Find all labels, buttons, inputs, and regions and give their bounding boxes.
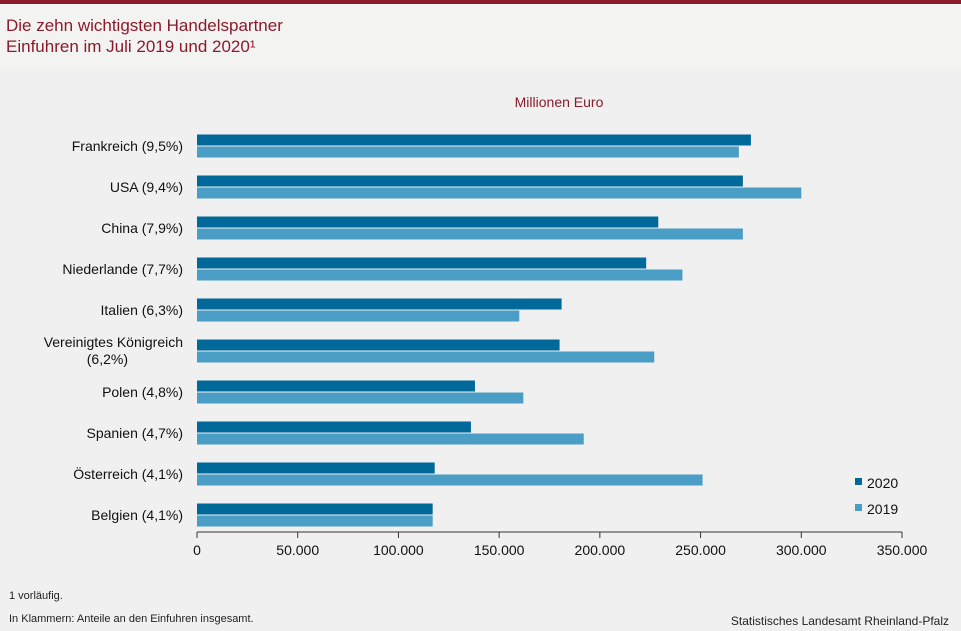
bar-2019-5: [197, 351, 655, 363]
bar-2020-0: [197, 134, 751, 146]
bar-2020-9: [197, 503, 433, 515]
x-tick-label-2: 100.000: [373, 542, 424, 558]
x-tick-label-7: 350.000: [877, 542, 928, 558]
category-label-7: Spanien (4,7%): [86, 425, 183, 441]
bar-2019-1: [197, 187, 802, 199]
x-tick-label-1: 50.000: [276, 542, 319, 558]
unit-label: Millionen Euro: [515, 94, 604, 110]
bar-2019-2: [197, 228, 743, 240]
bar-2020-7: [197, 421, 471, 433]
bar-2019-3: [197, 269, 683, 281]
x-tick-label-3: 150.000: [474, 542, 525, 558]
bar-2019-7: [197, 433, 584, 445]
legend-swatch-2020: [855, 478, 862, 485]
chart-subtitle: Einfuhren im Juli 2019 und 2020¹: [6, 37, 256, 56]
legend-label-2019: 2019: [867, 501, 898, 517]
category-label-2: China (7,9%): [101, 220, 183, 236]
footnote-shares: In Klammern: Anteile an den Einfuhren in…: [9, 613, 254, 625]
bar-2020-8: [197, 462, 435, 474]
bar-2019-4: [197, 310, 520, 322]
category-label-6: Polen (4,8%): [102, 384, 183, 400]
bar-2020-5: [197, 339, 560, 351]
legend-swatch-2019: [855, 504, 862, 511]
bar-chart: Millionen Euro Frankreich (9,5%) USA (9,4%…: [44, 94, 928, 558]
bar-2019-6: [197, 392, 524, 404]
x-tick-label-4: 200.000: [575, 542, 626, 558]
bar-2020-6: [197, 380, 475, 392]
bar-2019-0: [197, 146, 739, 158]
source-label: Statistisches Landesamt Rheinland-Pfalz: [730, 614, 949, 628]
x-tick-label-0: 0: [193, 542, 201, 558]
category-label-1: USA (9,4%): [110, 179, 183, 195]
chart-title: Die zehn wichtigsten Handelspartner: [6, 16, 283, 35]
legend-label-2020: 2020: [867, 475, 898, 491]
bar-2019-9: [197, 515, 433, 527]
bar-2019-8: [197, 474, 703, 486]
x-tick-label-5: 250.000: [675, 542, 726, 558]
category-label-9: Belgien (4,1%): [91, 507, 183, 523]
chart-header: Die zehn wichtigsten Handelspartner Einf…: [0, 4, 961, 70]
top-accent-bar: [0, 0, 961, 4]
category-label-0: Frankreich (9,5%): [72, 138, 183, 154]
category-label-8: Österreich (4,1%): [73, 465, 183, 482]
footnote-provisional: 1 vorläufig.: [9, 590, 63, 602]
bar-2020-2: [197, 216, 659, 228]
category-label-5: Vereinigtes Königreich (6,2%): [44, 334, 183, 367]
bar-2020-1: [197, 175, 743, 187]
bar-2020-3: [197, 257, 647, 269]
category-label-4: Italien (6,3%): [101, 302, 183, 318]
bar-2020-4: [197, 298, 562, 310]
category-label-3: Niederlande (7,7%): [62, 261, 183, 277]
x-tick-label-6: 300.000: [776, 542, 827, 558]
chart-area: Millionen Euro Frankreich (9,5%) USA (9,4%…: [0, 70, 961, 631]
